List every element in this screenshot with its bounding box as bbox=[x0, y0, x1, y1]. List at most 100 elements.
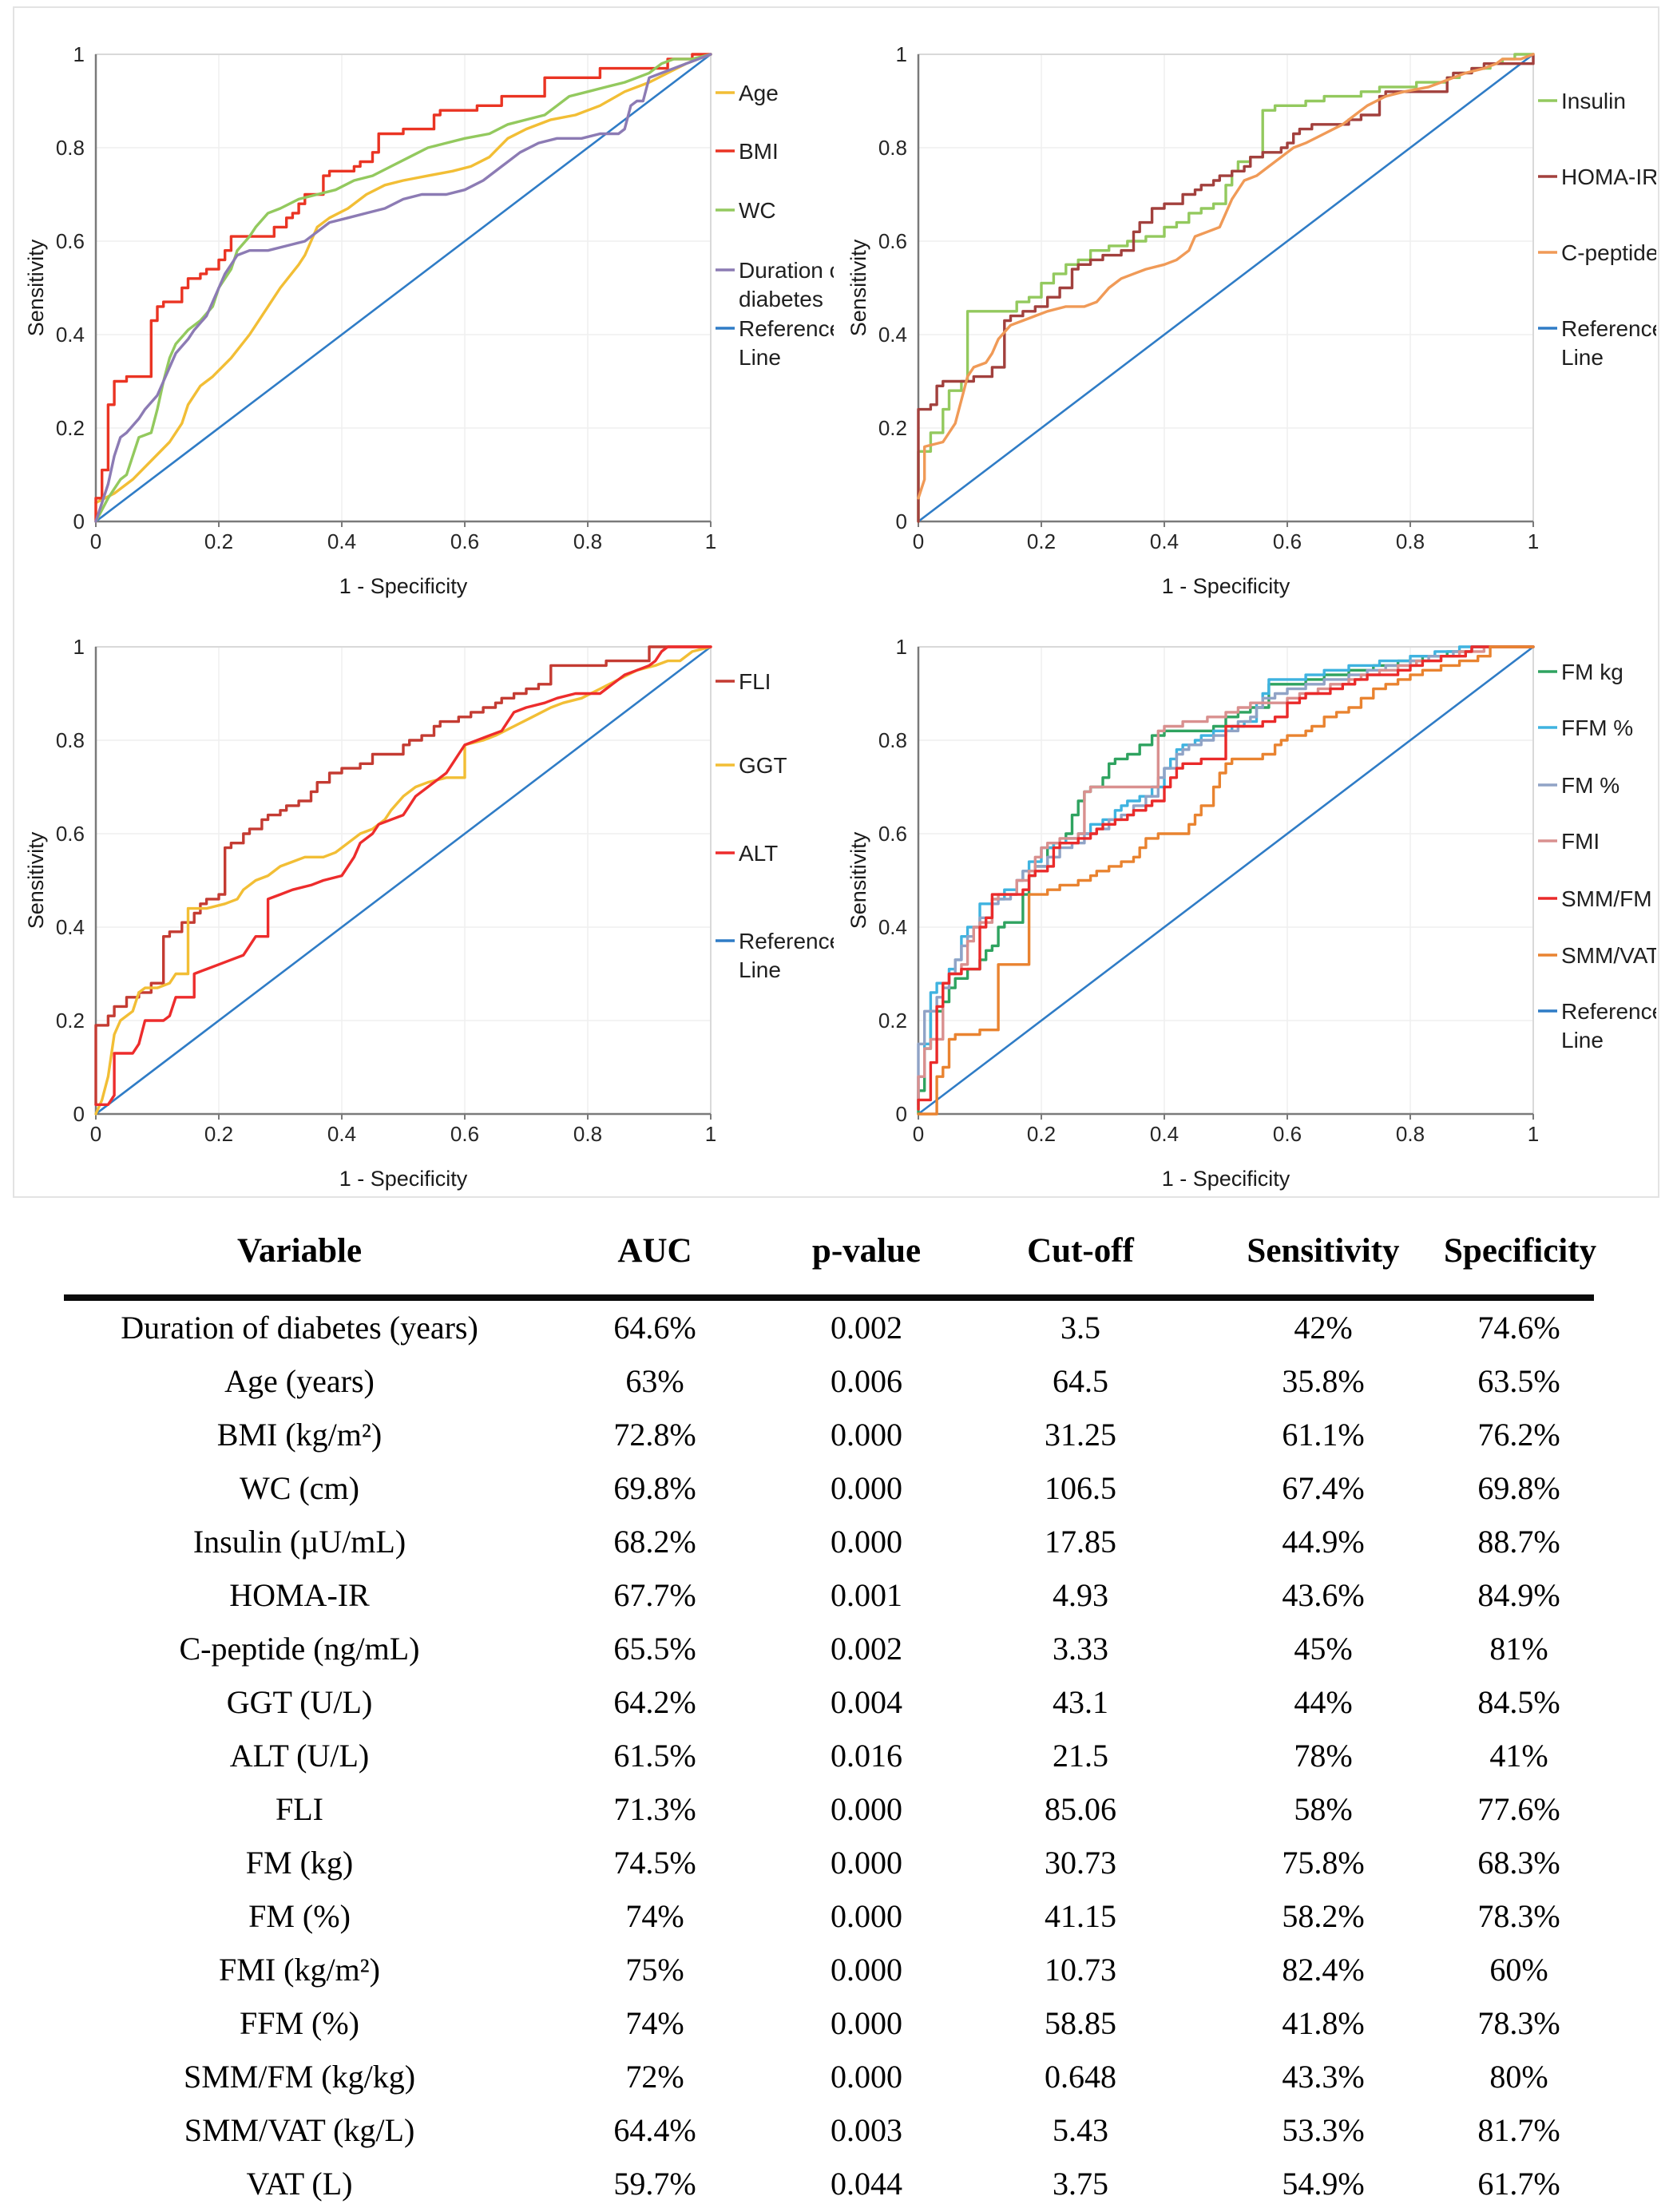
value-cell: 43.1 bbox=[1053, 1684, 1108, 1720]
legend-label-reference-line: Reference Line bbox=[1561, 999, 1656, 1052]
value-cell: 0.000 bbox=[831, 1952, 902, 1988]
legend-label-duration-of-diabetes: Duration of diabetes bbox=[739, 258, 834, 311]
y-tick-label: 0.8 bbox=[56, 136, 85, 160]
column-header-p-value: p-value bbox=[775, 1220, 958, 1301]
value-cell: 0.000 bbox=[831, 2059, 902, 2095]
x-tick-label: 0.4 bbox=[327, 1122, 356, 1146]
y-axis-title: Sensitivity bbox=[24, 239, 48, 336]
y-tick-label: 0.6 bbox=[56, 822, 85, 846]
y-tick-label: 0.8 bbox=[878, 136, 907, 160]
value-cell: 58.2% bbox=[1282, 1898, 1365, 1934]
legend-item-duration-of-diabetes: Duration of diabetes bbox=[716, 258, 848, 311]
variable-cell: ALT (U/L) bbox=[229, 1738, 370, 1774]
legend-label-line: Duration of bbox=[739, 258, 834, 283]
y-tick-label: 1 bbox=[73, 635, 85, 659]
value-cell: 76.2% bbox=[1477, 1417, 1560, 1453]
legend-label-c-peptide: C-peptide bbox=[1561, 240, 1656, 265]
x-tick-label: 0 bbox=[90, 529, 101, 553]
roc-figure-panel: 0 0 0.2 0.2 0.4 0.4 0.6 0.6 0.8 0.8 1 1 1 - Specific… bbox=[13, 6, 1664, 1198]
table-row: WC (cm) 69.8% 0.000 106.5 67.4% 69.8% bbox=[64, 1461, 1594, 1515]
variable-cell: Age (years) bbox=[224, 1363, 375, 1399]
value-cell: 67.7% bbox=[613, 1577, 696, 1613]
x-tick-label: 0.2 bbox=[1027, 1122, 1056, 1146]
value-cell: 44% bbox=[1294, 1684, 1353, 1720]
legend-item-insulin: Insulin bbox=[1538, 89, 1626, 113]
table-row: VAT (L) 59.7% 0.044 3.75 54.9% 61.7% bbox=[64, 2157, 1594, 2210]
value-cell: 85.06 bbox=[1045, 1791, 1116, 1827]
legend-item-homa-ir: HOMA-IR bbox=[1538, 165, 1658, 189]
table-row: SMM/FM (kg/kg) 72% 0.000 0.648 43.3% 80% bbox=[64, 2050, 1594, 2103]
y-tick-label: 0.6 bbox=[878, 229, 907, 253]
value-cell: 54.9% bbox=[1282, 2166, 1365, 2202]
value-cell: 64.5 bbox=[1053, 1363, 1108, 1399]
value-cell: 75.8% bbox=[1282, 1845, 1365, 1881]
roc-curve-alt bbox=[94, 645, 712, 1106]
variable-cell: WC (cm) bbox=[240, 1470, 359, 1506]
value-cell: 0.006 bbox=[831, 1363, 902, 1399]
value-cell: 53.3% bbox=[1282, 2112, 1365, 2148]
value-cell: 69.8% bbox=[1477, 1470, 1560, 1506]
value-cell: 81% bbox=[1489, 1631, 1548, 1667]
value-cell: 63% bbox=[625, 1363, 684, 1399]
roc-chart-liver-markers-svg: 00 0.2 0.2 0.4 0.4 0.6 0.6 0.8 0.8 1 1 1 - Specific… bbox=[24, 635, 842, 1191]
value-cell: 21.5 bbox=[1053, 1738, 1108, 1774]
value-cell: 58% bbox=[1294, 1791, 1353, 1827]
roc-chart-body-composition: 0 0 0.2 0.2 0.4 0.4 0.6 0.6 0.8 0.8 1 1 1 - Specific… bbox=[845, 613, 1664, 1196]
value-cell: 30.73 bbox=[1045, 1845, 1116, 1881]
y-tick-label: 0.2 bbox=[878, 416, 907, 440]
legend-label-smm-fm: SMM/FM bbox=[1561, 886, 1652, 911]
value-cell: 43.3% bbox=[1282, 2059, 1365, 2095]
y-axis-title: Sensitivity bbox=[846, 831, 870, 929]
value-cell: 77.6% bbox=[1477, 1791, 1560, 1827]
roc-curve-fli bbox=[94, 645, 712, 1106]
column-header-auc: AUC bbox=[535, 1220, 775, 1301]
legend-item-fm: FM % bbox=[1538, 773, 1620, 798]
variable-cell: FM (kg) bbox=[245, 1845, 354, 1881]
table-row: FM (%) 74% 0.000 41.15 58.2% 78.3% bbox=[64, 1889, 1594, 1943]
value-cell: 68.3% bbox=[1477, 1845, 1560, 1881]
legend-label-line: Line bbox=[739, 345, 781, 370]
value-cell: 71.3% bbox=[613, 1791, 696, 1827]
y-tick-label: 0.6 bbox=[878, 822, 907, 846]
roc-curve-fmi bbox=[917, 645, 1535, 1102]
legend-label-line: Reference bbox=[739, 316, 834, 341]
value-cell: 35.8% bbox=[1282, 1363, 1365, 1399]
roc-curve-ffm bbox=[917, 645, 1535, 1102]
legend-label-line: diabetes bbox=[739, 287, 823, 311]
legend-label-wc: WC bbox=[739, 198, 776, 223]
value-cell: 43.6% bbox=[1282, 1577, 1365, 1613]
legend-label-fm-kg: FM kg bbox=[1561, 660, 1623, 684]
value-cell: 67.4% bbox=[1282, 1470, 1365, 1506]
x-tick-label: 0.4 bbox=[1150, 1122, 1179, 1146]
value-cell: 0.003 bbox=[831, 2112, 902, 2148]
value-cell: 41.15 bbox=[1045, 1898, 1116, 1934]
y-tick-label: 1 bbox=[73, 42, 85, 66]
value-cell: 84.5% bbox=[1477, 1684, 1560, 1720]
variable-cell: HOMA-IR bbox=[229, 1577, 370, 1613]
x-tick-label: 0.8 bbox=[573, 529, 602, 553]
value-cell: 74.5% bbox=[613, 1845, 696, 1881]
value-cell: 74% bbox=[625, 1898, 684, 1934]
value-cell: 68.2% bbox=[613, 1524, 696, 1560]
variable-cell: Insulin (µU/mL) bbox=[192, 1524, 406, 1560]
variable-cell: FLI bbox=[276, 1791, 323, 1827]
value-cell: 58.85 bbox=[1045, 2005, 1116, 2041]
value-cell: 84.9% bbox=[1477, 1577, 1560, 1613]
roc-curve-ggt bbox=[94, 645, 712, 1116]
legend-item-reference-line: Reference Line bbox=[716, 316, 842, 370]
value-cell: 64.4% bbox=[613, 2112, 696, 2148]
roc-curve-wc bbox=[94, 53, 712, 523]
legend-item-fm-kg: FM kg bbox=[1538, 660, 1623, 684]
legend-item-smm-fm: SMM/FM bbox=[1538, 886, 1652, 911]
legend-item-ffm: FFM % bbox=[1538, 716, 1633, 740]
roc-curve-age bbox=[94, 53, 712, 505]
value-cell: 64.6% bbox=[613, 1310, 696, 1346]
roc-metrics-table: Variable AUC p-value Cut-off Sensitivity Spec… bbox=[64, 1220, 1596, 2210]
value-cell: 42% bbox=[1294, 1310, 1353, 1346]
value-cell: 72% bbox=[625, 2059, 684, 2095]
value-cell: 0.000 bbox=[831, 1845, 902, 1881]
x-tick-label: 0 bbox=[913, 1122, 924, 1146]
x-tick-label: 0.2 bbox=[204, 1122, 233, 1146]
legend-item-wc: WC bbox=[716, 198, 776, 223]
legend-label-line: Line bbox=[1561, 345, 1604, 370]
